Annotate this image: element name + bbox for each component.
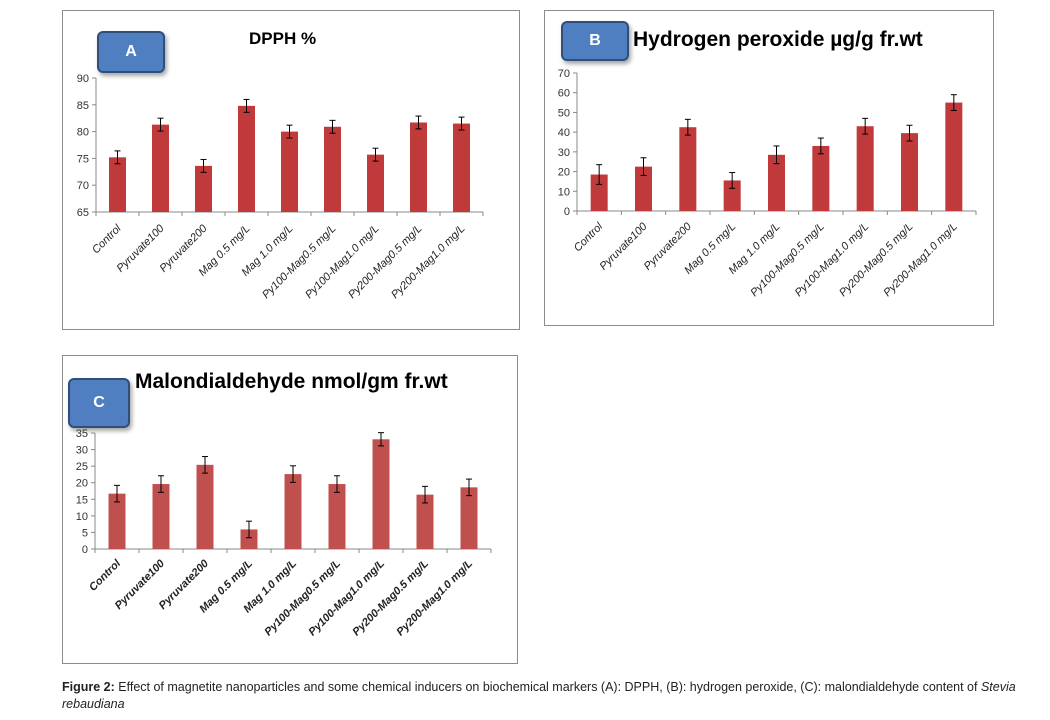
bar <box>679 127 697 211</box>
x-category-label: Py200-Mag0.5 mg/L <box>350 557 431 638</box>
panel-label-badge-b: B <box>561 21 629 61</box>
y-tick-label: 35 <box>76 428 88 440</box>
y-tick-label: 40 <box>558 127 570 139</box>
y-tick-label: 65 <box>77 207 89 219</box>
x-category-label: Py100-Mag1.0 mg/L <box>303 223 382 302</box>
y-tick-label: 30 <box>558 147 570 159</box>
y-tick-label: 5 <box>82 527 88 539</box>
bar <box>108 493 126 549</box>
bar <box>768 154 785 211</box>
bar <box>723 180 741 211</box>
bar <box>328 484 346 549</box>
x-category-label: Py100-Mag1.0 mg/L <box>306 557 387 638</box>
panel-label-badge-c: C <box>68 378 130 428</box>
bar <box>281 131 298 212</box>
bar <box>590 174 608 211</box>
y-tick-label: 75 <box>77 153 89 165</box>
bar <box>152 124 169 212</box>
y-tick-label: 20 <box>76 478 88 490</box>
y-tick-label: 60 <box>558 88 570 100</box>
bar <box>812 145 830 211</box>
bar <box>195 165 212 212</box>
y-tick-label: 70 <box>77 180 89 192</box>
bar <box>410 122 427 212</box>
caption-species: Stevia rebaudiana <box>62 680 1016 711</box>
bar <box>635 166 652 211</box>
bar <box>284 474 302 549</box>
bar <box>196 464 214 549</box>
figure-caption: Figure 2: Effect of magnetite nanopartic… <box>62 679 1037 713</box>
bar <box>109 157 126 212</box>
y-tick-label: 25 <box>76 461 88 473</box>
bar-chart-b: 010203040506070ControlPyruvate100Pyruvat… <box>558 68 977 300</box>
y-tick-label: 80 <box>77 127 89 139</box>
x-category-label: Py200-Mag0.5 mg/L <box>346 223 425 302</box>
panel-label-badge-a: A <box>97 31 165 73</box>
x-category-label: Py200-Mag0.5 mg/L <box>837 221 916 300</box>
y-tick-label: 10 <box>558 186 570 198</box>
bar <box>901 133 918 211</box>
bar <box>372 439 390 549</box>
chart-panel-a: A DPPH % 65 70 75 80 85 90 Control Pyruvate100 P… <box>62 10 520 330</box>
bar <box>460 487 478 549</box>
bar <box>367 154 384 212</box>
y-tick-label: 10 <box>76 511 88 523</box>
bar <box>416 494 434 549</box>
bar <box>238 105 255 212</box>
x-category-label: Py200-Mag1.0 mg/L <box>394 557 475 638</box>
bar <box>240 529 258 549</box>
y-tick-label: 30 <box>76 445 88 457</box>
x-category-label: Control <box>90 222 124 256</box>
bar <box>856 126 874 211</box>
x-category-label: Control <box>87 557 124 594</box>
y-tick-label: 90 <box>77 73 89 85</box>
x-category-label: Py200-Mag1.0 mg/L <box>389 223 468 302</box>
x-category-label: Control <box>572 220 606 254</box>
bar <box>152 484 170 549</box>
chart-panel-b: B Hydrogen peroxide µg/g fr.wt 0 10 20 30 40… <box>544 10 994 326</box>
bar-chart-c: 05101520253035ControlPyruvate100Pyruvate… <box>76 428 492 638</box>
chart-title-c: Malondialdehyde nmol/gm fr.wt <box>135 370 448 393</box>
y-tick-label: 85 <box>77 100 89 112</box>
caption-text: Effect of magnetite nanoparticles and so… <box>114 680 981 694</box>
bar <box>453 123 470 212</box>
caption-label: Figure 2: <box>62 680 115 694</box>
chart-panel-c: C Malondialdehyde nmol/gm fr.wt 0 5 10 15 20… <box>62 355 518 664</box>
y-tick-label: 20 <box>558 167 570 179</box>
chart-title-a: DPPH % <box>249 29 317 48</box>
chart-title-b: Hydrogen peroxide µg/g fr.wt <box>633 28 923 51</box>
x-category-label: Py100-Mag0.5 mg/L <box>748 221 827 300</box>
y-tick-label: 0 <box>564 206 570 218</box>
x-category-label: Py100-Mag1.0 mg/L <box>793 221 872 300</box>
y-tick-label: 0 <box>82 544 88 556</box>
x-category-label: Py200-Mag1.0 mg/L <box>881 221 960 300</box>
bar <box>324 126 341 212</box>
y-tick-label: 70 <box>558 68 570 80</box>
x-category-label: Py100-Mag0.5 mg/L <box>262 557 343 638</box>
x-category-label: Py100-Mag0.5 mg/L <box>260 223 339 302</box>
y-tick-label: 50 <box>558 107 570 119</box>
y-tick-label: 15 <box>76 494 88 506</box>
bar <box>945 102 963 211</box>
bar-chart-a: 657075808590ControlPyruvate100Pyruvate20… <box>77 73 484 302</box>
